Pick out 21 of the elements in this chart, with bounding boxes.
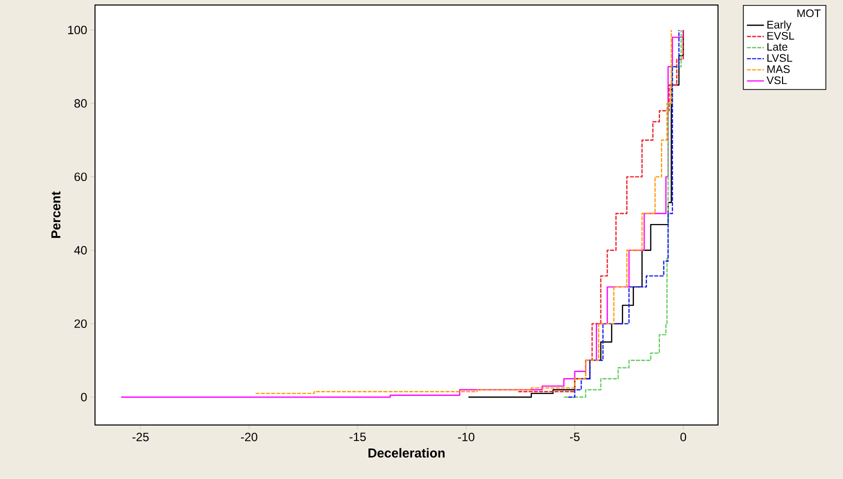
x-axis-title: Deceleration xyxy=(368,448,445,458)
y-tick-label: 20 xyxy=(74,319,87,328)
legend-label: Early xyxy=(767,20,792,31)
y-axis-title: Percent xyxy=(51,191,60,238)
legend-label: EVSL xyxy=(767,32,794,40)
legend-title: MOT xyxy=(797,9,821,18)
x-tick-label: -25 xyxy=(132,432,149,442)
legend-label: Late xyxy=(767,43,788,51)
y-tick-label: 0 xyxy=(81,392,87,402)
y-tick-label: 60 xyxy=(74,172,87,182)
legend-label: MAS xyxy=(767,65,790,74)
y-tick-label: 80 xyxy=(74,99,87,108)
y-tick-label: 100 xyxy=(68,26,87,34)
x-tick-label: -10 xyxy=(458,432,474,442)
legend-label: VSL xyxy=(766,76,787,84)
x-tick-label: -20 xyxy=(241,432,258,442)
x-tick-label: -5 xyxy=(570,432,580,442)
legend-label: LVSL xyxy=(767,54,792,62)
y-tick-label: 40 xyxy=(74,246,87,254)
x-tick-label: 0 xyxy=(680,432,686,442)
x-tick-label: -15 xyxy=(350,432,366,442)
